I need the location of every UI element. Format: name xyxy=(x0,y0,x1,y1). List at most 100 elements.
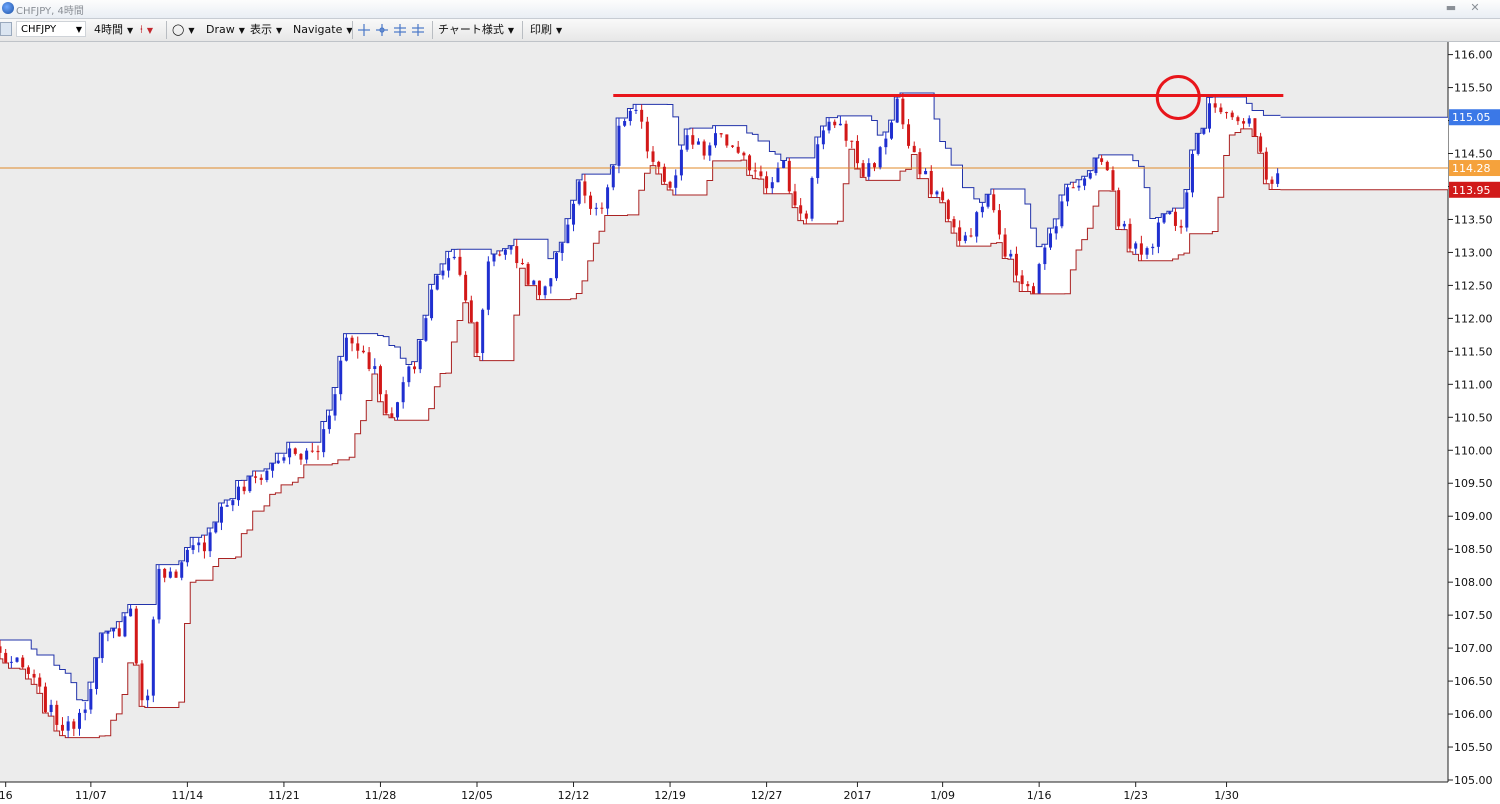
x-axis-ticks: 16 11/07 11/14 11/21 11/28 12/05 12/12 12/19 12/… xyxy=(0,782,1239,802)
candle-body xyxy=(782,160,786,169)
candle-body xyxy=(378,366,382,395)
candle-body xyxy=(134,608,138,664)
candle-type-button[interactable]: ⍿ ▼ xyxy=(140,22,153,38)
candle-body xyxy=(1111,170,1115,191)
print-menu[interactable]: 印刷 ▼ xyxy=(530,22,562,38)
candle-body xyxy=(628,110,632,122)
candle-body xyxy=(895,98,899,123)
y-tick-label: 109.00 xyxy=(1454,510,1493,523)
channel-tool-icon[interactable] xyxy=(412,24,424,36)
navigate-dropdown-icon: ▼ xyxy=(346,26,353,35)
candle-body xyxy=(219,506,223,523)
candle-body xyxy=(572,203,576,225)
candle-body xyxy=(66,721,70,731)
candle-body xyxy=(1003,234,1007,257)
candle-body xyxy=(878,147,882,168)
candle-body xyxy=(1049,233,1053,248)
candle-body xyxy=(106,631,110,634)
candle-body xyxy=(9,661,13,663)
navigate-menu[interactable]: Navigate ▼ xyxy=(293,22,353,38)
candle-body xyxy=(424,318,428,341)
symbol-select[interactable]: CHFJPY ▼ xyxy=(16,21,86,37)
candle-body xyxy=(1168,211,1172,215)
candle-body xyxy=(265,470,269,480)
candle-body xyxy=(1054,226,1058,234)
candlesticks xyxy=(0,93,1280,738)
draw-menu[interactable]: Draw ▼ xyxy=(206,22,245,38)
candle-body xyxy=(589,195,593,209)
price-chart[interactable]: 116.00115.50115.00114.50114.00113.50113.… xyxy=(0,42,1500,804)
candle-body xyxy=(1094,158,1098,173)
candle-body xyxy=(963,235,967,241)
crosshair-icon[interactable] xyxy=(358,24,370,36)
chart-style-menu[interactable]: チャート様式 ▼ xyxy=(438,22,514,38)
candle-body xyxy=(696,141,700,145)
candle-body xyxy=(1230,112,1234,118)
candle-body xyxy=(390,413,394,418)
y-tick-label: 116.00 xyxy=(1454,49,1493,62)
candle-body xyxy=(997,210,1001,235)
time-axis[interactable] xyxy=(0,782,1500,804)
candle-body xyxy=(867,163,871,177)
price-tag-label: 115.05 xyxy=(1452,111,1491,124)
candle-body xyxy=(254,476,258,478)
candle-body xyxy=(413,366,417,370)
candle-body xyxy=(1208,103,1212,129)
close-button[interactable]: ✕ xyxy=(1470,1,1480,14)
candle-body xyxy=(855,140,859,164)
print-label: 印刷 xyxy=(530,23,552,36)
candle-body xyxy=(89,688,93,710)
candle-body xyxy=(1236,117,1240,122)
candle-body xyxy=(1151,246,1155,249)
candle-body xyxy=(566,224,570,244)
horizontal-line-tool-icon[interactable] xyxy=(394,24,406,36)
candlestick-icon: ⍿ xyxy=(140,23,143,36)
x-tick-label: 12/12 xyxy=(558,789,590,802)
candle-body xyxy=(975,212,979,237)
candle-body xyxy=(691,135,695,145)
candle-body xyxy=(606,187,610,209)
candle-body xyxy=(43,686,47,713)
candle-body xyxy=(38,677,42,687)
candle-body xyxy=(1179,225,1183,228)
display-menu[interactable]: 表示 ▼ xyxy=(250,22,282,38)
candle-body xyxy=(339,360,343,395)
candle-body xyxy=(617,125,621,166)
timeframe-select[interactable]: 4時間 ▼ xyxy=(94,22,133,38)
y-tick-label: 111.50 xyxy=(1454,345,1493,358)
price-tags: 115.05 114.28 113.95 xyxy=(1449,109,1500,198)
candle-body xyxy=(95,658,99,689)
candle-body xyxy=(594,207,598,209)
candle-body xyxy=(401,382,405,403)
minimize-button[interactable]: ▬ xyxy=(1445,1,1457,14)
candle-body xyxy=(890,122,894,139)
candle-body xyxy=(1026,284,1030,287)
candle-body xyxy=(1190,153,1194,193)
candle-body xyxy=(174,571,178,578)
circle-tool-button[interactable]: ◯ ▼ xyxy=(172,22,194,38)
x-tick-label: 16 xyxy=(0,789,13,802)
x-tick-label: 11/28 xyxy=(365,789,397,802)
candle-body xyxy=(623,121,627,126)
candle-body xyxy=(248,476,252,492)
crosshair-plus-icon[interactable] xyxy=(376,24,388,36)
circle-icon: ◯ xyxy=(172,23,185,36)
candle-body xyxy=(197,542,201,546)
candle-body xyxy=(77,712,81,729)
candle-body xyxy=(1020,275,1024,285)
candle-body xyxy=(271,463,275,471)
candle-body xyxy=(1196,133,1200,154)
x-tick-label: 12/05 xyxy=(461,789,493,802)
candle-body xyxy=(475,322,479,354)
candle-body xyxy=(293,448,297,454)
annotations xyxy=(613,74,1284,120)
chart-window-icon xyxy=(0,22,12,36)
candle-body xyxy=(1122,223,1126,227)
candle-body xyxy=(1139,243,1143,255)
candle-body xyxy=(1219,107,1223,113)
candle-body xyxy=(55,704,59,725)
candle-body xyxy=(1071,187,1075,189)
candle-body xyxy=(1253,118,1257,137)
y-tick-label: 111.00 xyxy=(1454,378,1493,391)
display-label: 表示 xyxy=(250,23,272,36)
